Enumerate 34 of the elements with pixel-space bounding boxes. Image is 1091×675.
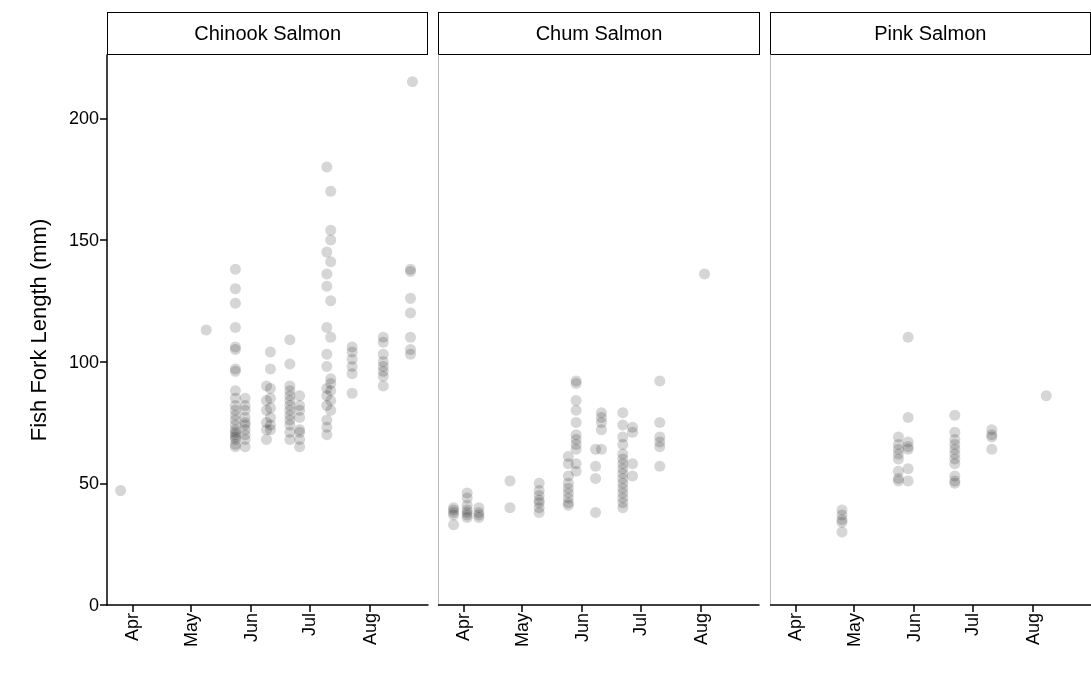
- x-tick-label: May: [843, 613, 864, 648]
- point: [985, 443, 997, 455]
- y-tick-label: 200: [68, 108, 99, 129]
- x-tick-label: Apr: [122, 613, 143, 642]
- x-tick-label: Jul: [630, 613, 651, 637]
- x-tick-label: May: [511, 613, 532, 648]
- x-tick-label: Apr: [784, 613, 805, 642]
- x-tick-label: Jul: [961, 613, 982, 637]
- y-tick-label: 0: [88, 595, 99, 615]
- x-tick-label: Aug: [359, 613, 380, 646]
- y-tick-label: 50: [78, 473, 99, 494]
- point: [1040, 390, 1052, 402]
- x-tick-label: Jul: [299, 613, 320, 637]
- point: [892, 453, 904, 465]
- chart-title: Pink Salmon: [769, 12, 1091, 55]
- point: [902, 331, 914, 343]
- y-tick-label: 100: [68, 351, 99, 372]
- x-tick-label: May: [180, 613, 201, 648]
- y-axis-title: Fish Fork Length (mm): [25, 218, 51, 442]
- chart-title: Chum Salmon: [438, 12, 760, 55]
- y-tick-label: 150: [68, 229, 99, 250]
- point: [902, 463, 914, 475]
- point: [902, 475, 914, 487]
- x-tick-label: Aug: [1022, 613, 1043, 646]
- chart-title: Chinook Salmon: [107, 12, 429, 55]
- x-tick-label: Jun: [240, 613, 261, 643]
- point: [836, 526, 848, 538]
- point: [948, 458, 960, 470]
- point: [948, 409, 960, 421]
- x-tick-label: Jun: [903, 613, 924, 643]
- point: [902, 412, 914, 424]
- x-tick-label: Jun: [572, 613, 593, 643]
- x-tick-label: Aug: [690, 613, 711, 646]
- x-tick-label: Apr: [453, 613, 474, 642]
